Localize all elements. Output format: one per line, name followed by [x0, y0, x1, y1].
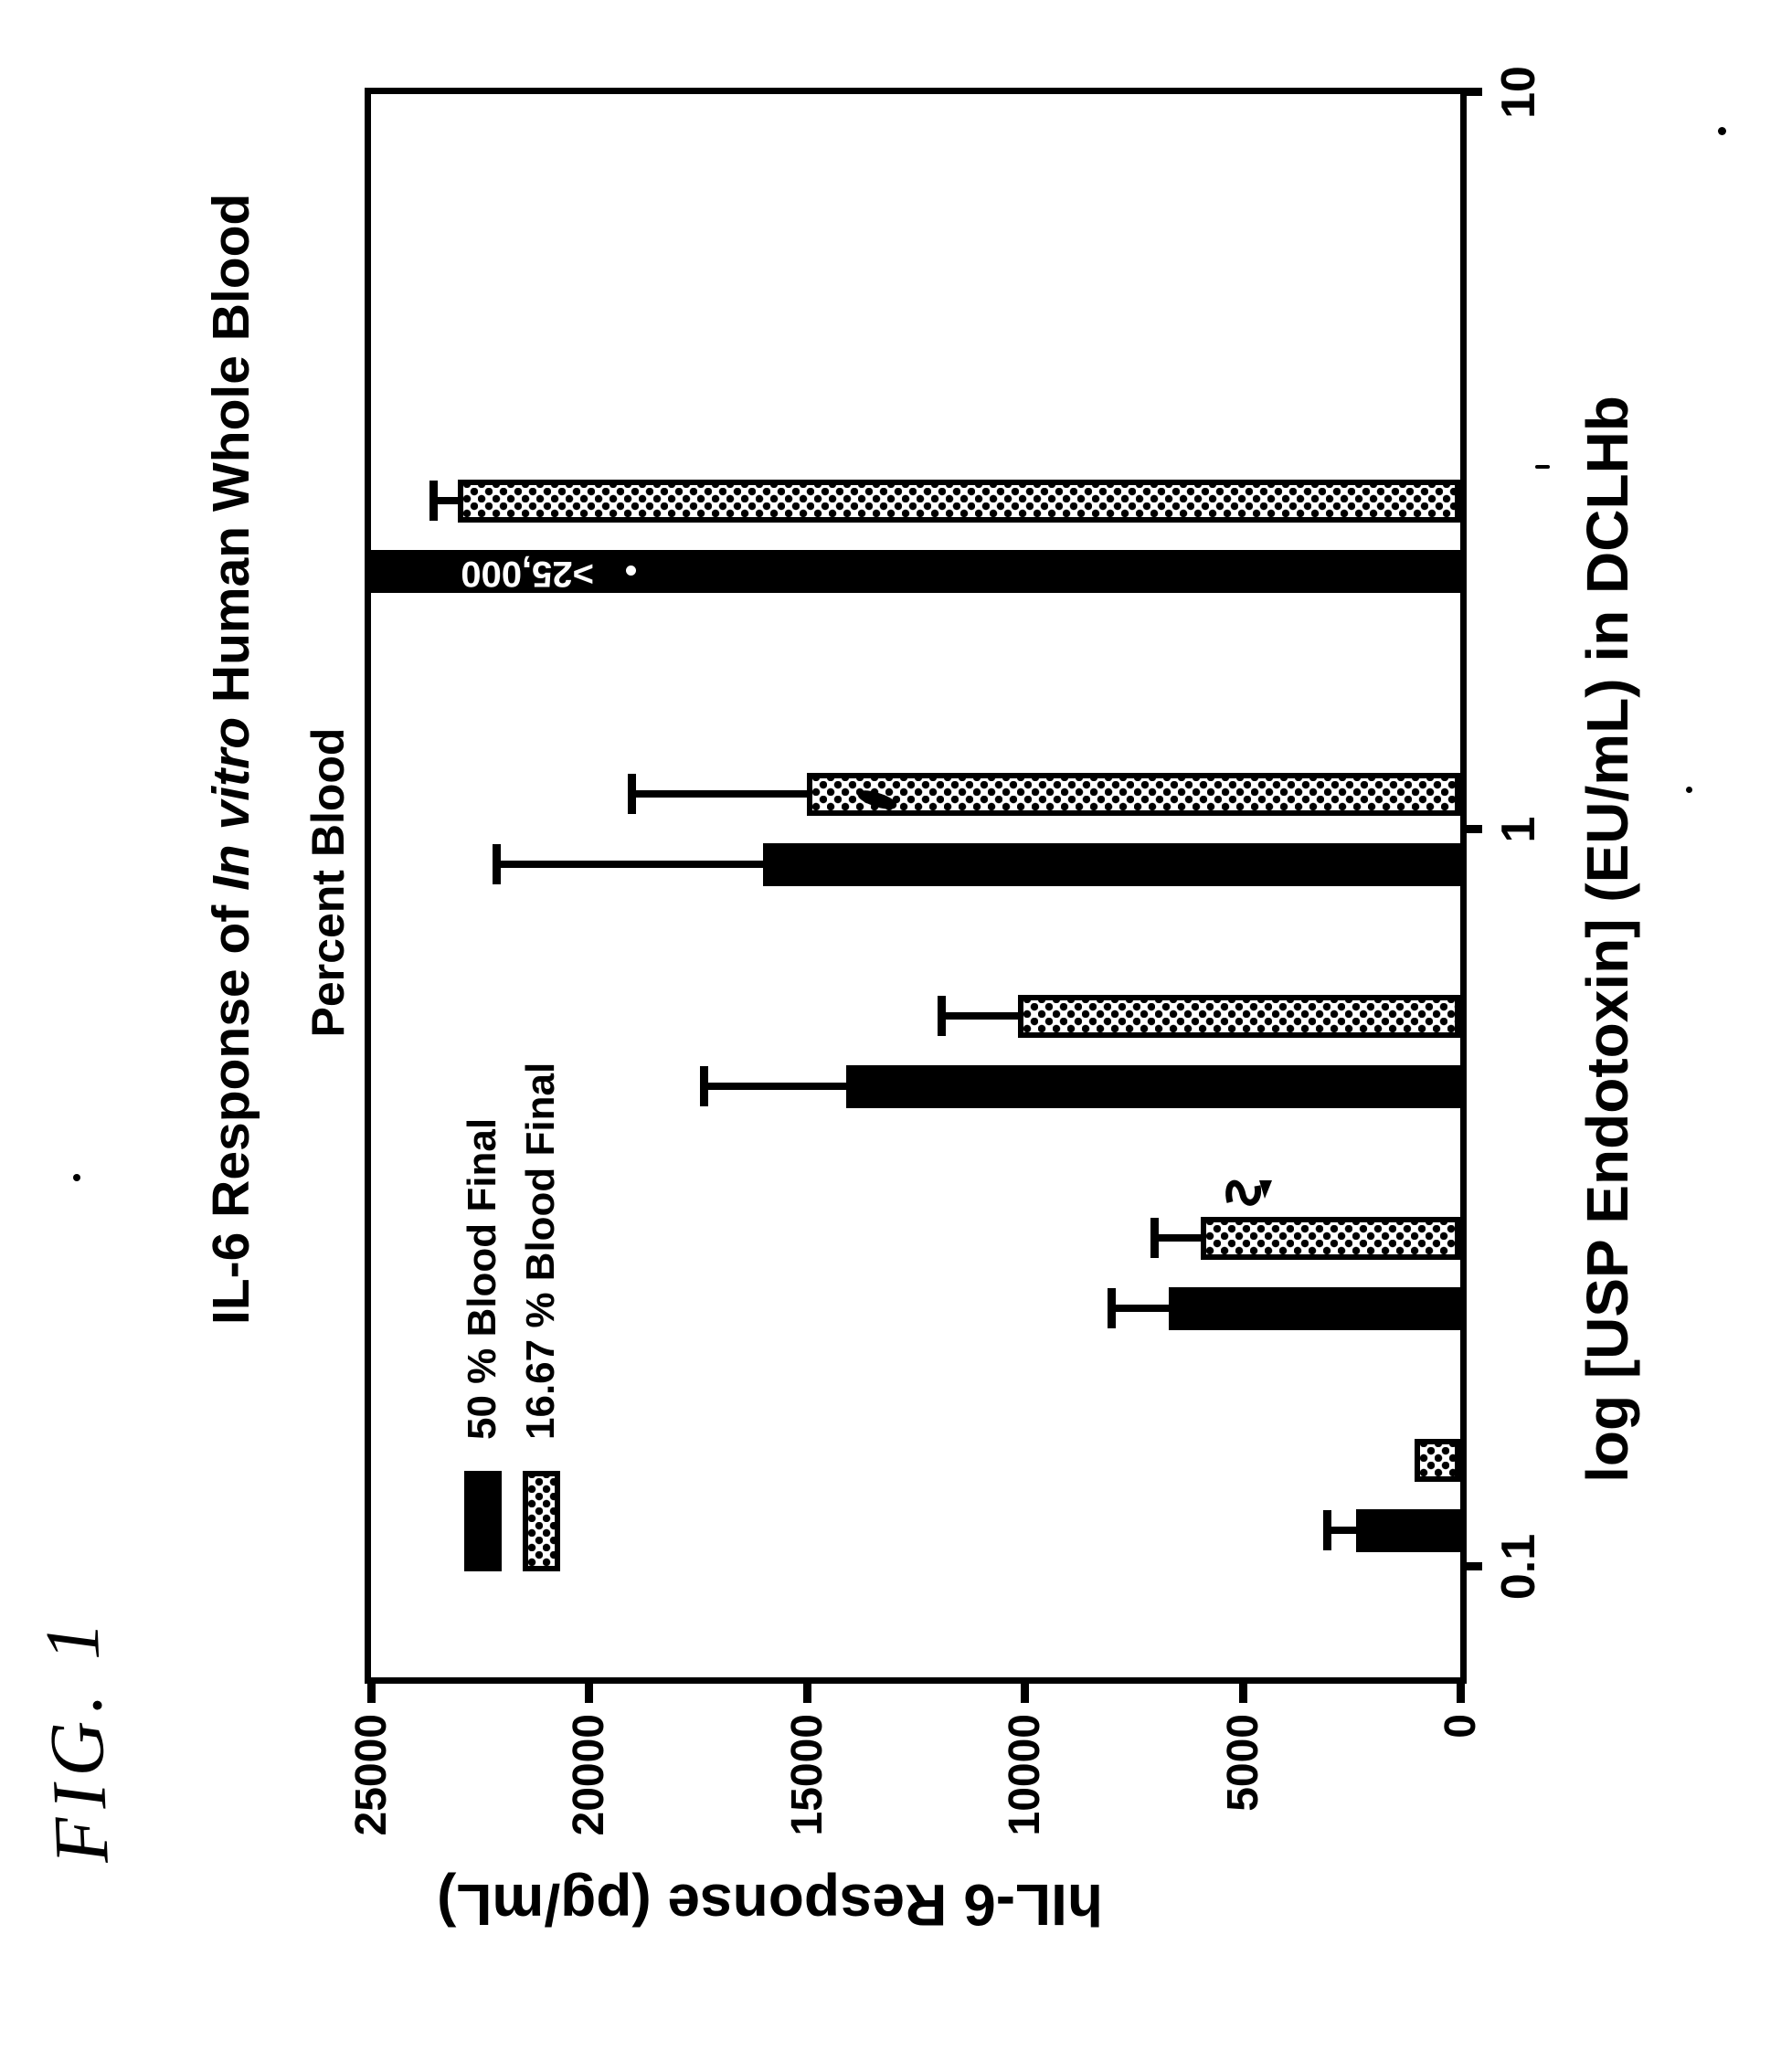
y-tick-mark [367, 1677, 376, 1703]
legend-label: 50 % Blood Final [460, 1117, 504, 1440]
error-bar-cap [937, 995, 946, 1036]
scan-speck [1535, 465, 1550, 469]
y-tick-mark [1021, 1677, 1030, 1703]
error-bar-cap [1107, 1287, 1116, 1328]
error-bar-cap [1150, 1217, 1160, 1258]
y-tick-label: 25000 [347, 1714, 396, 1836]
bar-50pct-dose-1 [763, 843, 1460, 886]
bar-50pct-dose-0.5 [845, 1064, 1460, 1108]
error-bar-line [941, 1011, 1023, 1020]
y-tick-label: 20000 [565, 1714, 614, 1836]
legend-label: 16.67 % Blood Final [518, 1062, 563, 1440]
y-tick-mark [802, 1677, 811, 1703]
figure-label: FIG. 1 [29, 1613, 125, 1866]
scan-speck [73, 1174, 80, 1181]
x-tick-label: 1 [1492, 816, 1545, 843]
error-bar-cap [699, 1065, 708, 1106]
error-bar-line [632, 790, 811, 798]
x-tick-label: 10 [1492, 66, 1545, 119]
bar-16pct-dose-0.5 [1018, 994, 1460, 1038]
bar-16pct-dose-0.25 [1201, 1216, 1460, 1260]
chart-subtitle: Percent Blood [302, 727, 354, 1038]
scan-speck [626, 566, 636, 576]
x-tick-mark [1460, 825, 1482, 833]
y-tick-label: 10000 [1001, 1714, 1050, 1836]
error-bar-cap [628, 774, 637, 814]
y-tick-mark [1238, 1677, 1247, 1703]
chart-title: IL-6 Response of In vitro Human Whole Bl… [201, 194, 261, 1325]
y-tick-label: 15000 [782, 1714, 832, 1836]
stray-mark [1225, 1179, 1272, 1206]
y-tick-label: 5000 [1218, 1714, 1267, 1812]
error-bar-cap [429, 480, 439, 521]
bar-16pct-dose-1 [806, 773, 1460, 816]
error-bar-line [497, 861, 768, 868]
bar-50pct-dose-0.25 [1168, 1286, 1460, 1330]
chart-title-suffix: Human Whole Blood [202, 193, 260, 717]
legend-item-50pct: 50 % Blood Final [460, 1062, 504, 1571]
legend-swatch-solid-black-icon [463, 1471, 502, 1571]
legend: 50 % Blood Final 16.67 % Blood Final [460, 1062, 579, 1571]
y-tick-label: 0 [1436, 1714, 1485, 1739]
bar-50pct-dose-0.125 [1355, 1508, 1460, 1552]
error-bar-cap [493, 844, 502, 884]
overflow-bar-label: >25,000 [461, 554, 594, 594]
error-bar-cap [1322, 1509, 1331, 1550]
bar-16pct-dose-0.125 [1414, 1438, 1460, 1482]
x-tick-mark [1460, 88, 1482, 96]
error-bar-line [1111, 1304, 1172, 1312]
error-bar-line [434, 496, 462, 504]
chart-title-italic: In vitro [202, 716, 260, 891]
y-tick-mark [1457, 1677, 1465, 1703]
scan-speck [1718, 127, 1726, 135]
x-tick-mark [1460, 1562, 1482, 1570]
legend-swatch-dot-pattern-icon [522, 1471, 560, 1571]
x-tick-label: 0.1 [1492, 1533, 1545, 1601]
y-tick-mark [585, 1677, 594, 1703]
x-axis-label: log [USP Endotoxin] (EU/mL) in DCLHb [1574, 396, 1640, 1483]
bar-16pct-dose-2.5 [458, 479, 1460, 523]
legend-item-16pct: 16.67 % Blood Final [518, 1062, 563, 1571]
error-bar-line [1327, 1526, 1360, 1534]
error-bar-line [704, 1082, 850, 1090]
scan-speck [1686, 787, 1692, 793]
error-bar-line [1155, 1233, 1205, 1242]
chart-title-prefix: IL-6 Response of [202, 890, 260, 1325]
